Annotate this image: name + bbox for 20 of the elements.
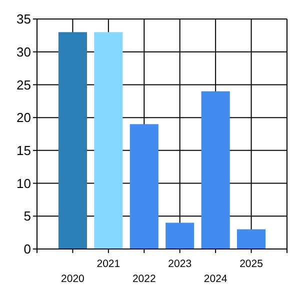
bar bbox=[166, 222, 194, 249]
y-tick-label: 15 bbox=[16, 142, 31, 158]
y-tick-label: 10 bbox=[16, 176, 31, 191]
bar bbox=[58, 32, 87, 249]
x-tick-label: 2022 bbox=[132, 273, 156, 285]
bar bbox=[237, 229, 266, 249]
y-tick-label: 20 bbox=[16, 110, 31, 126]
x-tick-label: 2024 bbox=[204, 273, 228, 285]
bar bbox=[130, 124, 158, 249]
y-tick-label: 5 bbox=[24, 208, 31, 224]
bar bbox=[94, 32, 123, 249]
y-tick-label: 35 bbox=[16, 12, 31, 27]
y-tick-label: 25 bbox=[16, 77, 31, 92]
bar bbox=[201, 91, 230, 249]
x-tick-label: 2021 bbox=[96, 258, 120, 270]
x-tick-label: 2025 bbox=[240, 258, 264, 270]
y-tick-label: 30 bbox=[16, 44, 31, 60]
x-tick-label: 2020 bbox=[61, 273, 85, 285]
x-tick-label: 2023 bbox=[168, 258, 192, 270]
y-tick-label: 0 bbox=[24, 242, 31, 257]
